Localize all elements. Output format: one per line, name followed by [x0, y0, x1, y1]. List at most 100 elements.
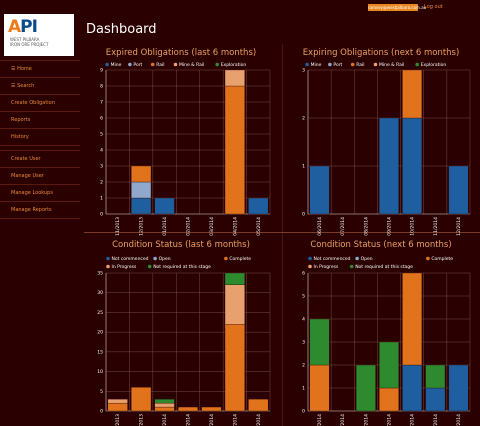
sidebar-nav: ☰ Home ☰ Search Create Obligation Report…: [0, 60, 80, 219]
sidebar-item-search[interactable]: ☰ Search: [0, 78, 80, 95]
legend-swatch: [305, 62, 309, 67]
x-tick-label: 02/2014: [186, 414, 192, 426]
legend-swatch: [150, 62, 155, 67]
y-tick-label: 2: [302, 116, 305, 122]
legend-swatch: [426, 256, 430, 261]
y-tick-label: 3: [302, 68, 305, 74]
sidebar-item-create-user[interactable]: Create User: [0, 151, 80, 168]
legend-label: In Progress: [112, 264, 137, 270]
logo-subtitle-line2: IRON ORE PROJECT: [10, 42, 49, 47]
bar-not-commenced-11-2014: [425, 387, 446, 412]
sidebar-item-reports[interactable]: Reports: [0, 112, 80, 129]
y-tick-label: 10: [97, 369, 103, 375]
y-tick-label: 8: [100, 84, 103, 90]
bar-in-progress-01-2014: [154, 402, 175, 408]
legend-label: Not commenced: [314, 256, 351, 262]
legend-swatch: [415, 62, 419, 67]
legend-item-exploration: Exploration: [215, 62, 246, 68]
bar-complete-12-2013: [131, 387, 152, 412]
legend-item-not-required-at-this-stage: Not required at this stage: [147, 264, 211, 270]
legend-swatch: [349, 264, 354, 269]
x-tick-label: 10/2014: [410, 414, 416, 426]
bar-complete-01-2014: [154, 406, 175, 412]
home-icon: ☰: [11, 66, 16, 72]
x-tick-label: 09/2014: [387, 414, 393, 426]
x-tick-label: 08/2014: [363, 217, 369, 236]
column-divider: [282, 44, 283, 426]
legend-label: Port: [333, 62, 342, 68]
y-tick-label: 1: [302, 386, 305, 392]
x-tick-label: 07/2014: [340, 217, 346, 236]
bar-mine-09-2014: [379, 117, 399, 215]
legend-label: Open: [361, 256, 373, 262]
sidebar-item-manage-user[interactable]: Manage User: [0, 168, 80, 185]
search-icon: ☰: [11, 83, 16, 89]
legend-label: Complete: [431, 256, 453, 262]
x-tick-label: 08/2014: [363, 414, 369, 426]
bar-complete-04-2014: [224, 324, 245, 412]
legend-item-mine-rail: Mine & Rail: [173, 62, 204, 68]
legend-swatch: [153, 256, 157, 261]
legend-swatch: [105, 62, 109, 67]
legend-label: Exploration: [221, 62, 247, 68]
legend-swatch: [128, 62, 132, 67]
x-tick-label: 01/2014: [162, 217, 168, 236]
legend-item-mine: Mine: [305, 62, 322, 68]
sidebar-item-home[interactable]: ☰ Home: [0, 60, 80, 78]
y-tick-label: 6: [302, 271, 305, 277]
legend-label: Mine: [311, 62, 322, 68]
y-tick-label: 2: [100, 180, 103, 186]
condition-status-next-chart: Condition Status (next 6 months) Not comm…: [302, 240, 471, 426]
bar-complete-10-2014: [402, 272, 423, 366]
sidebar-item-label: Manage User: [11, 173, 44, 179]
legend-item-open: Open: [153, 256, 171, 262]
y-tick-label: 0: [100, 409, 103, 415]
company-logo[interactable]: API WEST PILBARA IRON ORE PROJECT: [4, 14, 74, 56]
bar-not-required-at-this-stage-08-2014: [355, 364, 376, 412]
bar-mine-10-2014: [402, 117, 423, 215]
sidebar-item-history[interactable]: History: [0, 129, 80, 146]
x-tick-label: 04/2014: [232, 217, 238, 236]
legend-item-open: Open: [355, 256, 373, 262]
legend-label: Port: [133, 62, 142, 68]
x-tick-label: 09/2014: [387, 217, 393, 236]
bar-complete-09-2014: [379, 387, 399, 412]
legend-item-mine-rail: Mine & Rail: [373, 62, 404, 68]
bar-not-required-at-this-stage-09-2014: [379, 341, 399, 389]
x-tick-label: 12/2013: [139, 217, 145, 236]
sidebar-item-create-obligation[interactable]: Create Obligation: [0, 95, 80, 112]
y-tick-label: 7: [100, 100, 103, 106]
x-tick-label: 11/2014: [433, 217, 439, 236]
sidebar-item-manage-reports[interactable]: Manage Reports: [0, 202, 80, 219]
chart-title: Expired Obligations (last 6 months): [106, 48, 256, 58]
y-tick-label: 9: [100, 68, 103, 74]
y-tick-label: 20: [97, 330, 103, 336]
legend-label: Not required at this stage: [355, 264, 413, 270]
y-tick-label: 1: [100, 196, 103, 202]
bar-mine-12-2014: [448, 165, 469, 215]
legend-swatch: [373, 62, 378, 67]
bar-not-required-at-this-stage-11-2014: [425, 364, 446, 389]
legend-label: Mine & Rail: [379, 62, 404, 68]
y-tick-label: 5: [100, 132, 103, 138]
chart-title: Expiring Obligations (next 6 months): [303, 48, 460, 58]
bar-complete-03-2014: [201, 406, 222, 412]
bar-not-required-at-this-stage-01-2014: [154, 399, 175, 404]
legend-swatch: [350, 62, 355, 67]
y-tick-label: 35: [97, 271, 103, 277]
y-tick-label: 1: [302, 164, 305, 170]
bar-port-12-2013: [131, 181, 152, 199]
sidebar-item-manage-lookups[interactable]: Manage Lookups: [0, 185, 80, 202]
x-tick-label: 03/2014: [209, 414, 215, 426]
sidebar-separator: [0, 146, 80, 151]
legend-label: Not commenced: [112, 256, 149, 262]
page-title: Dashboard: [86, 22, 157, 37]
user-email-badge[interactable]: ramsey@westpilbara.com.au: [368, 4, 427, 11]
legend-swatch: [308, 264, 312, 269]
y-tick-label: 15: [97, 349, 103, 355]
bar-mine-01-2014: [154, 197, 175, 215]
legend-swatch: [147, 264, 152, 269]
sidebar-item-label: Search: [17, 83, 35, 89]
logout-link[interactable]: Log out: [424, 4, 443, 10]
bar-in-progress-04-2014: [224, 284, 245, 325]
